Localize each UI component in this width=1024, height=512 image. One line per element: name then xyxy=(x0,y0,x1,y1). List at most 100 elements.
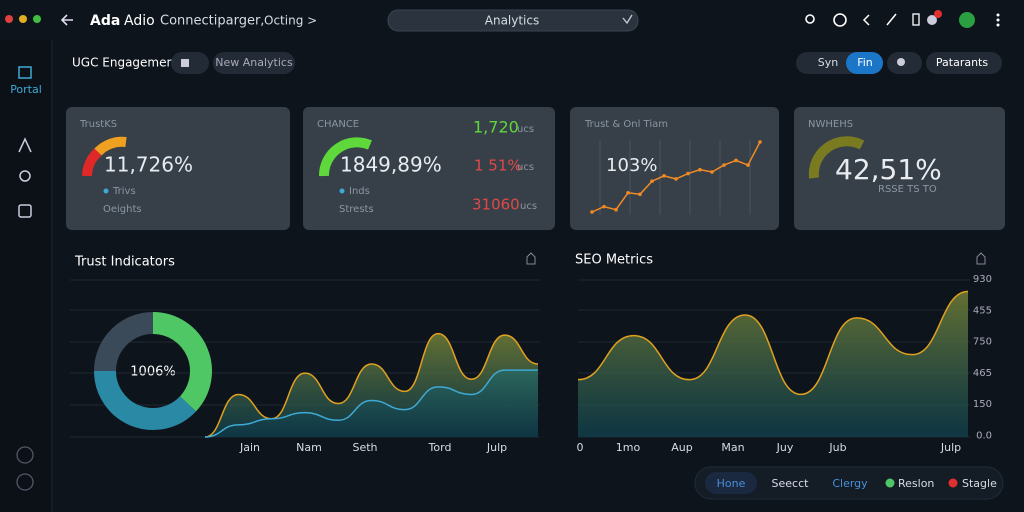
donut-segment xyxy=(94,312,154,372)
window-dot[interactable] xyxy=(5,15,13,23)
nav-icon[interactable] xyxy=(18,204,32,218)
menu-dot[interactable] xyxy=(996,13,1000,17)
stat-value: 31060 xyxy=(472,196,520,214)
trend-point xyxy=(734,158,738,163)
legend-dot xyxy=(885,478,895,488)
toggle-option[interactable]: Fin xyxy=(857,56,873,69)
breadcrumb[interactable]: Octing > xyxy=(264,14,317,28)
search-chevron[interactable] xyxy=(622,14,633,25)
share-button[interactable] xyxy=(171,52,209,74)
x-tick-label: Julp xyxy=(486,441,507,454)
y-tick-label: 0.0 xyxy=(976,431,992,442)
gauge-arc xyxy=(318,137,372,177)
app-name: Ada xyxy=(90,13,120,29)
area-line xyxy=(204,332,539,438)
notification-badge[interactable] xyxy=(934,10,942,18)
card xyxy=(570,107,779,230)
trend-point xyxy=(710,170,714,174)
favorites-label[interactable]: Patarants xyxy=(936,56,988,69)
toggle-active[interactable] xyxy=(846,52,883,74)
nav-item[interactable]: Clergy xyxy=(832,477,868,490)
window-dot[interactable] xyxy=(19,15,27,23)
legend-dot xyxy=(103,188,109,194)
nav-icon[interactable] xyxy=(18,137,32,153)
card-sub: RSSE TS TO xyxy=(878,184,937,195)
device-icon[interactable] xyxy=(912,13,920,26)
gauge-arc xyxy=(82,148,102,177)
trend-point xyxy=(662,174,666,178)
y-tick-label: 455 xyxy=(973,305,992,316)
user-avatar[interactable] xyxy=(959,12,975,28)
back-button[interactable] xyxy=(60,14,73,26)
trend-point xyxy=(614,207,618,212)
prev-icon[interactable] xyxy=(862,14,870,26)
y-tick-label: 750 xyxy=(973,337,992,348)
card-value: 11,726% xyxy=(104,153,193,177)
breadcrumb[interactable]: Connectiparger, xyxy=(160,14,264,29)
legend-label[interactable]: Reslon xyxy=(898,477,934,490)
donut-segment xyxy=(94,370,196,430)
card-legend: Trivs xyxy=(112,186,136,197)
card-title: Trust & Onl Tiam xyxy=(584,119,668,130)
x-tick-label: 1mo xyxy=(616,441,641,454)
legend-label[interactable]: Stagle xyxy=(962,477,997,490)
globe-icon[interactable] xyxy=(833,13,847,27)
trend-point xyxy=(722,163,726,167)
panel-title: SEO Metrics xyxy=(575,253,653,268)
nav-icon[interactable] xyxy=(19,170,31,182)
stat-unit: ucs xyxy=(517,162,534,173)
area-line xyxy=(204,369,538,438)
nav-active[interactable] xyxy=(705,472,757,494)
donut-segment xyxy=(152,312,212,412)
search-text[interactable]: Analytics xyxy=(485,14,540,28)
avatar[interactable] xyxy=(927,15,937,25)
page-title: UGC Engagement xyxy=(72,56,179,70)
favorites-button[interactable] xyxy=(926,52,1002,74)
card-value: 42,51% xyxy=(835,153,942,186)
help-icon[interactable] xyxy=(16,473,34,491)
trend-point xyxy=(602,204,606,209)
settings-icon[interactable] xyxy=(16,446,34,464)
nav-item[interactable]: Hone xyxy=(717,477,746,490)
toggle-option[interactable]: Syn xyxy=(818,56,838,69)
window-dot[interactable] xyxy=(33,15,41,23)
trend-point xyxy=(686,171,690,176)
share-icon xyxy=(181,59,189,67)
tab-label[interactable]: New Analytics xyxy=(215,56,293,69)
nav-item[interactable]: Seecct xyxy=(772,477,810,490)
portal-icon[interactable] xyxy=(18,66,32,79)
y-tick-label: 150 xyxy=(973,399,992,410)
menu-dot[interactable] xyxy=(996,18,1000,22)
panel-icon[interactable] xyxy=(976,252,986,265)
x-tick-label: Jain xyxy=(239,441,260,454)
trend-point xyxy=(650,179,654,184)
x-tick-label: Seth xyxy=(352,441,377,454)
card-title: TrustKS xyxy=(79,119,117,130)
sidebar xyxy=(0,40,52,512)
legend-dot xyxy=(339,188,345,194)
x-tick-label: Julp xyxy=(940,441,961,454)
search-bar[interactable] xyxy=(387,9,639,32)
edit-icon[interactable] xyxy=(886,13,897,26)
card-value: 1849,89% xyxy=(340,153,442,177)
tab[interactable] xyxy=(213,52,295,74)
trend-point xyxy=(638,192,642,197)
card-sub: Oeights xyxy=(103,204,142,215)
trend-point xyxy=(674,177,678,181)
trend-point xyxy=(746,163,750,167)
donut-label: 1006% xyxy=(130,365,175,380)
menu-dot[interactable] xyxy=(996,23,1000,27)
portal-label[interactable]: Portal xyxy=(10,83,42,96)
user-icon xyxy=(897,58,905,66)
card-legend: Inds xyxy=(349,186,370,197)
search-icon[interactable] xyxy=(805,14,815,24)
panel-icon[interactable] xyxy=(526,252,536,265)
legend-dot xyxy=(948,478,958,488)
x-tick-label: Nam xyxy=(296,441,322,454)
trend-point xyxy=(758,140,762,144)
stat-value: 1 51% xyxy=(474,157,522,175)
stat-value: 1,720 xyxy=(473,118,519,137)
stat-unit: ucs xyxy=(517,124,534,135)
card-title: NWHEHS xyxy=(808,119,853,130)
